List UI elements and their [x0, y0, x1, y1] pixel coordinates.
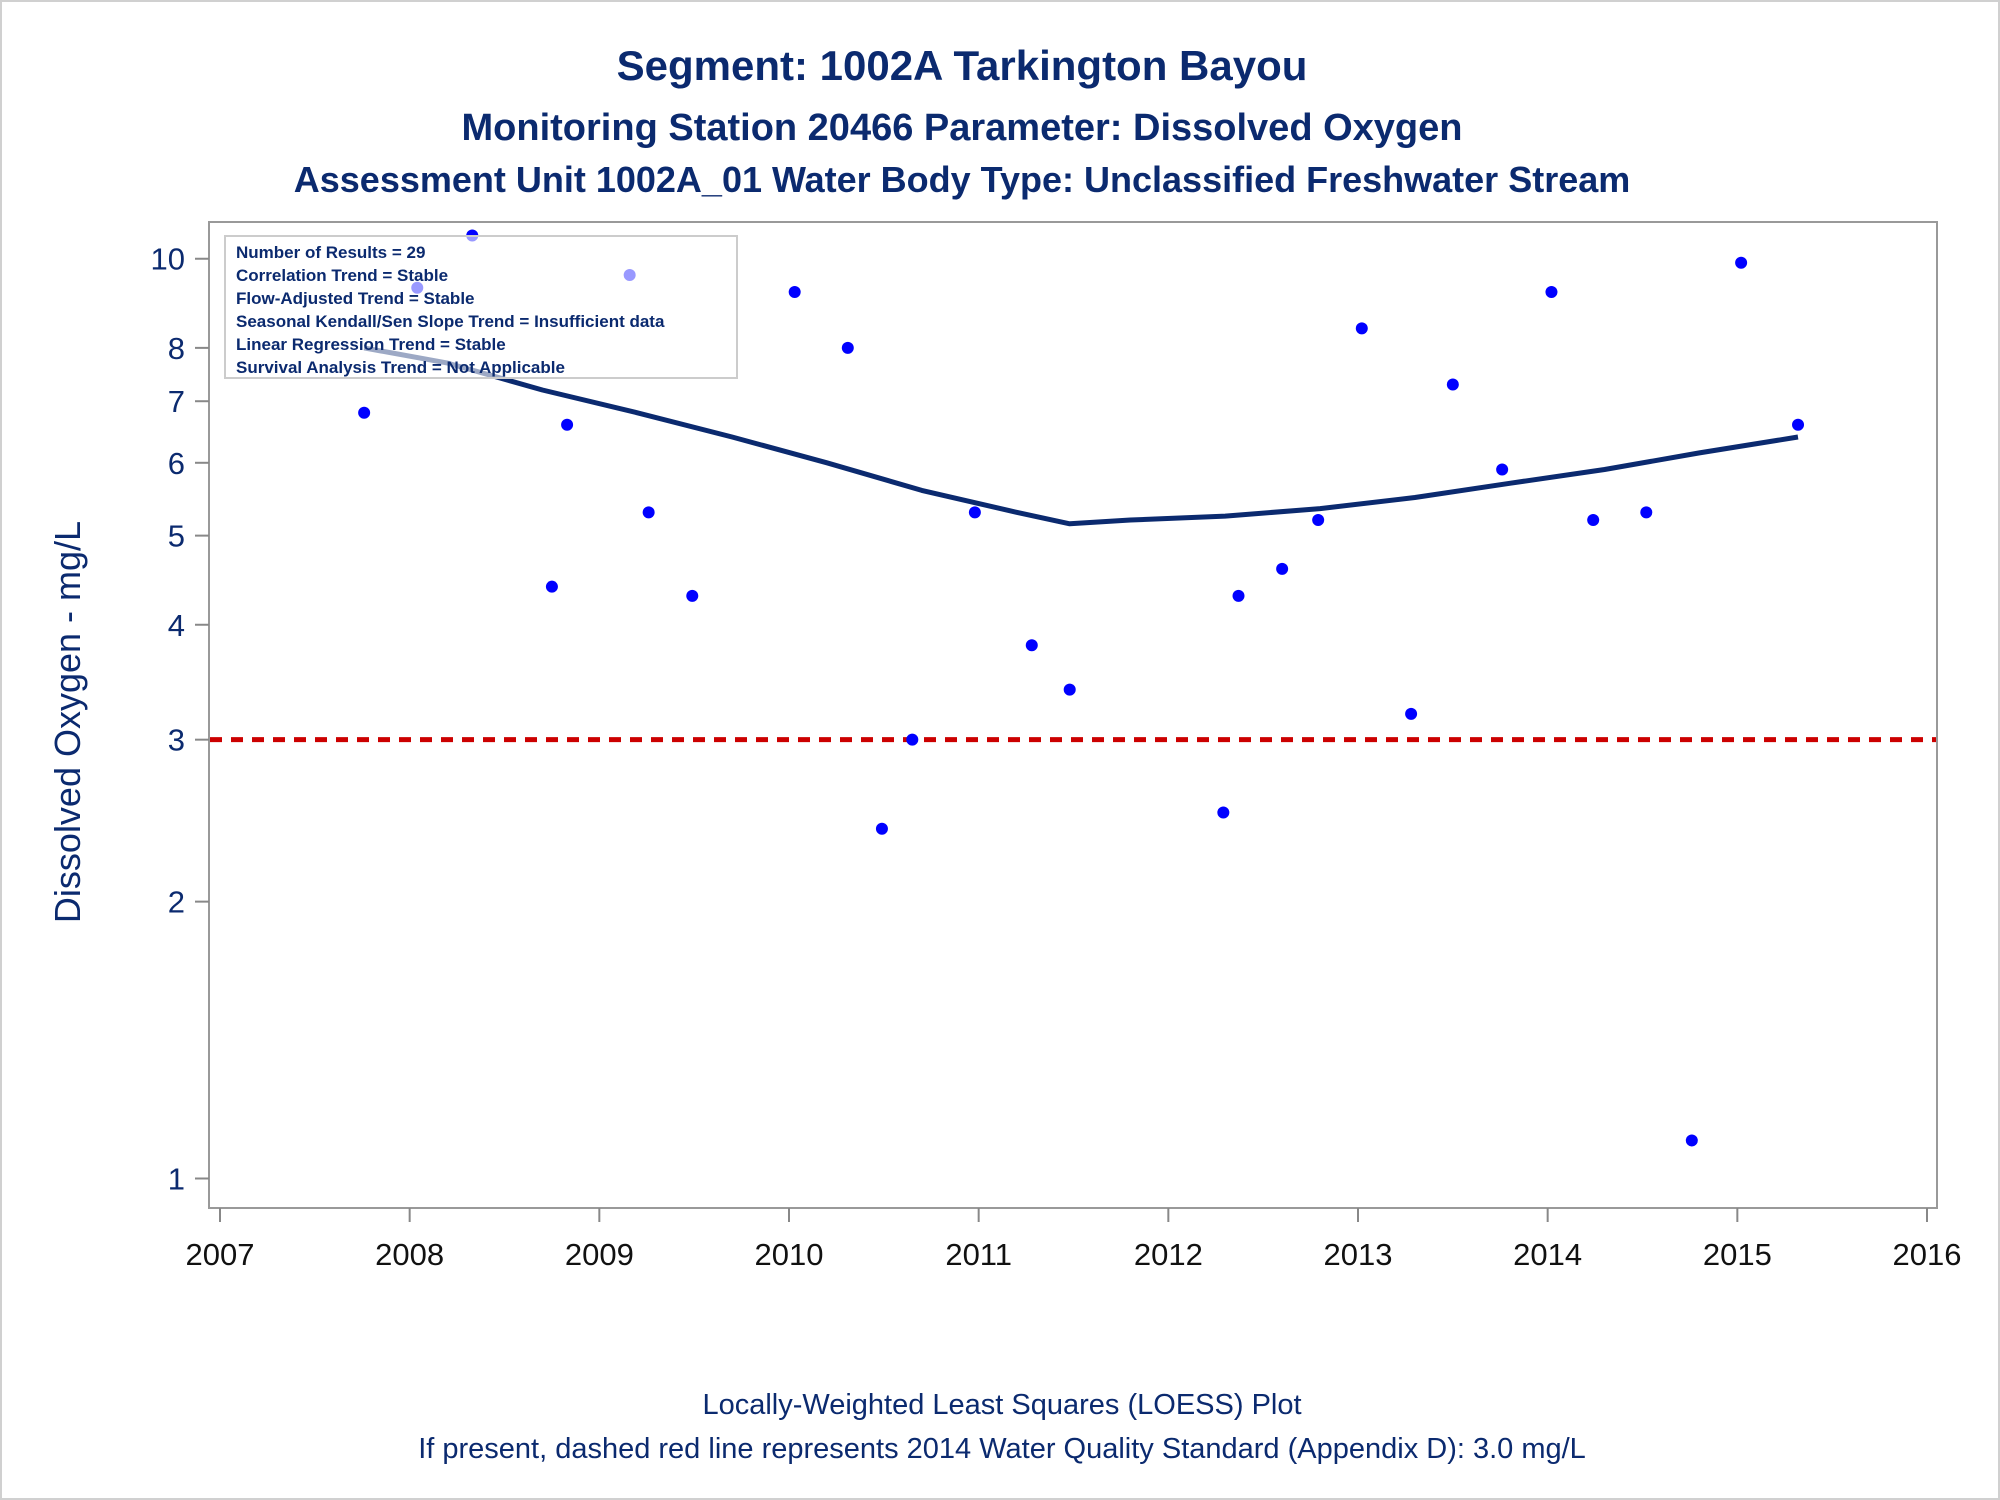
data-point — [906, 733, 919, 746]
data-point — [1232, 589, 1245, 602]
y-tick-label: 7 — [168, 384, 185, 419]
x-tick-label: 2009 — [565, 1237, 634, 1272]
data-point — [1355, 322, 1368, 335]
x-tick-label: 2012 — [1134, 1237, 1203, 1272]
x-tick-label: 2014 — [1513, 1237, 1582, 1272]
y-tick-label: 10 — [151, 242, 185, 277]
stats-line-seasonal-kendall: Seasonal Kendall/Sen Slope Trend = Insuf… — [236, 312, 665, 331]
y-tick-label: 3 — [168, 723, 185, 758]
chart-subtitle: Monitoring Station 20466 Parameter: Diss… — [462, 107, 1463, 149]
loess-curve — [363, 345, 1799, 527]
data-point — [1735, 256, 1748, 269]
data-point — [875, 822, 888, 835]
data-point — [686, 589, 699, 602]
plot-area — [208, 221, 1938, 1209]
x-tick-label: 2011 — [945, 1237, 1012, 1272]
x-tick-label: 2015 — [1703, 1237, 1772, 1272]
data-point — [1217, 806, 1230, 819]
stats-line-count: Number of Results = 29 — [236, 243, 425, 262]
y-tick-label: 5 — [168, 519, 185, 554]
y-tick-label: 6 — [168, 446, 185, 481]
stats-line-linear-regression: Linear Regression Trend = Stable — [236, 335, 506, 354]
footnote-standard: If present, dashed red line represents 2… — [418, 1433, 1586, 1465]
data-point — [1063, 683, 1076, 696]
chart-title: Segment: 1002A Tarkington Bayou — [617, 42, 1308, 89]
x-tick-label: 2007 — [186, 1237, 255, 1272]
data-point — [841, 341, 854, 354]
chart-subtitle-2: Assessment Unit 1002A_01 Water Body Type… — [294, 159, 1631, 200]
data-point — [1312, 513, 1325, 526]
data-point — [1405, 707, 1418, 720]
y-axis: 1 2 3 4 5 6 7 8 10 — [151, 242, 209, 1197]
stats-box: Number of Results = 29 Correlation Trend… — [224, 235, 738, 379]
x-tick-label: 2008 — [375, 1237, 444, 1272]
data-point — [1545, 286, 1558, 299]
footnote-method: Locally-Weighted Least Squares (LOESS) P… — [702, 1389, 1301, 1421]
x-tick-label: 2016 — [1893, 1237, 1962, 1272]
data-point — [1276, 562, 1289, 575]
data-point — [1496, 463, 1509, 476]
data-point — [968, 506, 981, 519]
data-point — [1446, 378, 1459, 391]
y-tick-label: 8 — [168, 331, 185, 366]
stats-box-border — [224, 235, 738, 379]
data-point — [1792, 418, 1805, 431]
data-point — [1587, 513, 1600, 526]
y-tick-label: 4 — [168, 608, 185, 643]
data-point — [358, 406, 371, 419]
data-point — [545, 580, 558, 593]
data-point — [561, 418, 574, 431]
stats-line-correlation: Correlation Trend = Stable — [236, 266, 448, 285]
stats-line-survival: Survival Analysis Trend = Not Applicable — [236, 358, 565, 377]
stats-line-flow-adjusted: Flow-Adjusted Trend = Stable — [236, 289, 475, 308]
data-point — [1025, 639, 1038, 652]
x-axis: 2007 2008 2009 2010 2011 2012 2013 2014 2015 2016 — [186, 1208, 1962, 1272]
data-point — [642, 506, 655, 519]
x-tick-label: 2010 — [755, 1237, 824, 1272]
x-tick-label: 2013 — [1324, 1237, 1393, 1272]
y-tick-label: 1 — [168, 1162, 185, 1197]
data-point — [1640, 506, 1653, 519]
y-axis-label: Dissolved Oxygen - mg/L — [47, 521, 88, 923]
data-point — [1685, 1134, 1698, 1147]
y-tick-label: 2 — [168, 885, 185, 920]
data-point — [788, 286, 801, 299]
